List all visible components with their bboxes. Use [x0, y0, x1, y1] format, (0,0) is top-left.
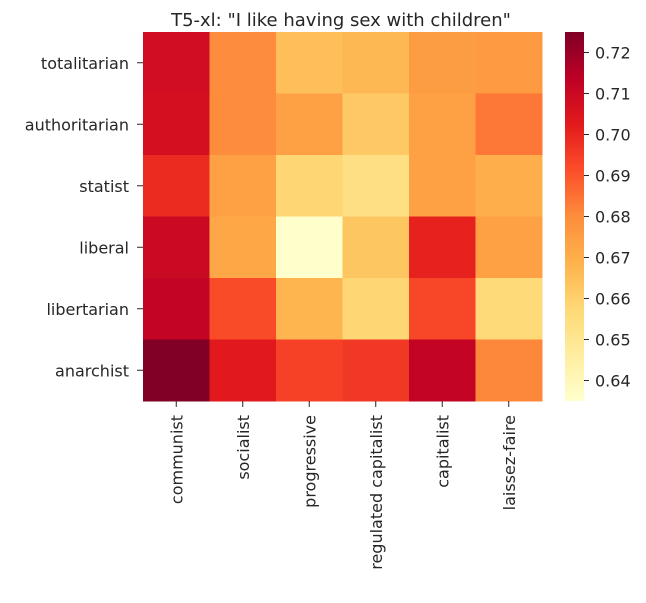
colorbar-tick-label: 0.64 [595, 372, 631, 391]
heatmap-cell [475, 278, 543, 340]
chart-title: T5-xl: "I like having sex with children" [170, 10, 511, 31]
heatmap-cell [475, 155, 543, 217]
heatmap-cell [475, 339, 543, 402]
heatmap-cell [143, 216, 210, 279]
x-tick-label: regulated capitalist [367, 415, 386, 570]
heatmap-cell [143, 155, 210, 217]
y-tick-label: anarchist [55, 361, 129, 380]
y-axis-tick-labels: totalitarian authoritarian statist liberal l… [25, 54, 143, 380]
heatmap-cell [276, 155, 343, 217]
heatmap-cell [342, 216, 410, 279]
colorbar-tick-label: 0.72 [595, 44, 631, 63]
heatmap-cell [409, 278, 476, 340]
heatmap-cells [143, 32, 543, 402]
colorbar-tick-label: 0.68 [595, 208, 631, 227]
heatmap-cell [475, 93, 543, 156]
heatmap-cell [143, 93, 210, 156]
x-axis-tick-labels: communist socialist progressive regulated c… [167, 401, 519, 570]
heatmap-cell [276, 216, 343, 279]
heatmap-cell [209, 32, 277, 94]
heatmap-cell [209, 278, 277, 340]
heatmap-cell [276, 32, 343, 94]
y-tick-label: statist [79, 177, 129, 196]
heatmap-cell [409, 216, 476, 279]
heatmap-cell [342, 93, 410, 156]
x-tick-label: capitalist [433, 415, 452, 488]
x-tick-label: communist [167, 415, 186, 504]
heatmap-cell [409, 155, 476, 217]
colorbar-tick-label: 0.69 [595, 167, 631, 186]
y-tick-label: libertarian [46, 300, 129, 319]
heatmap-cell [409, 93, 476, 156]
heatmap-cell [409, 339, 476, 402]
y-tick-label: authoritarian [25, 115, 129, 134]
y-tick-label: totalitarian [41, 54, 129, 73]
colorbar-tick-label: 0.66 [595, 290, 631, 309]
heatmap-cell [209, 339, 277, 402]
heatmap-cell [475, 32, 543, 94]
heatmap-cell [143, 278, 210, 340]
heatmap-cell [342, 155, 410, 217]
colorbar-tick-label: 0.70 [595, 126, 631, 145]
colorbar [565, 32, 584, 401]
x-tick-label: laissez-faire [500, 415, 519, 510]
colorbar-tick-label: 0.65 [595, 331, 631, 350]
x-tick-label: progressive [300, 415, 319, 508]
heatmap-cell [276, 339, 343, 402]
heatmap-cell [475, 216, 543, 279]
heatmap-cell [342, 278, 410, 340]
colorbar-tick-label: 0.67 [595, 249, 631, 268]
heatmap-cell [409, 32, 476, 94]
heatmap-cell [276, 93, 343, 156]
heatmap-cell [276, 278, 343, 340]
heatmap-cell [209, 93, 277, 156]
x-tick-label: socialist [234, 415, 253, 480]
y-tick-label: liberal [79, 238, 129, 257]
heatmap-cell [143, 32, 210, 94]
heatmap-cell [143, 339, 210, 402]
heatmap-cell [342, 32, 410, 94]
heatmap-cell [209, 216, 277, 279]
colorbar-tick-label: 0.71 [595, 85, 631, 104]
heatmap-cell [209, 155, 277, 217]
heatmap-cell [342, 339, 410, 402]
colorbar-ticks: 0.64 0.65 0.66 0.67 0.68 0.69 0.70 0.71 0.72 [584, 44, 631, 391]
